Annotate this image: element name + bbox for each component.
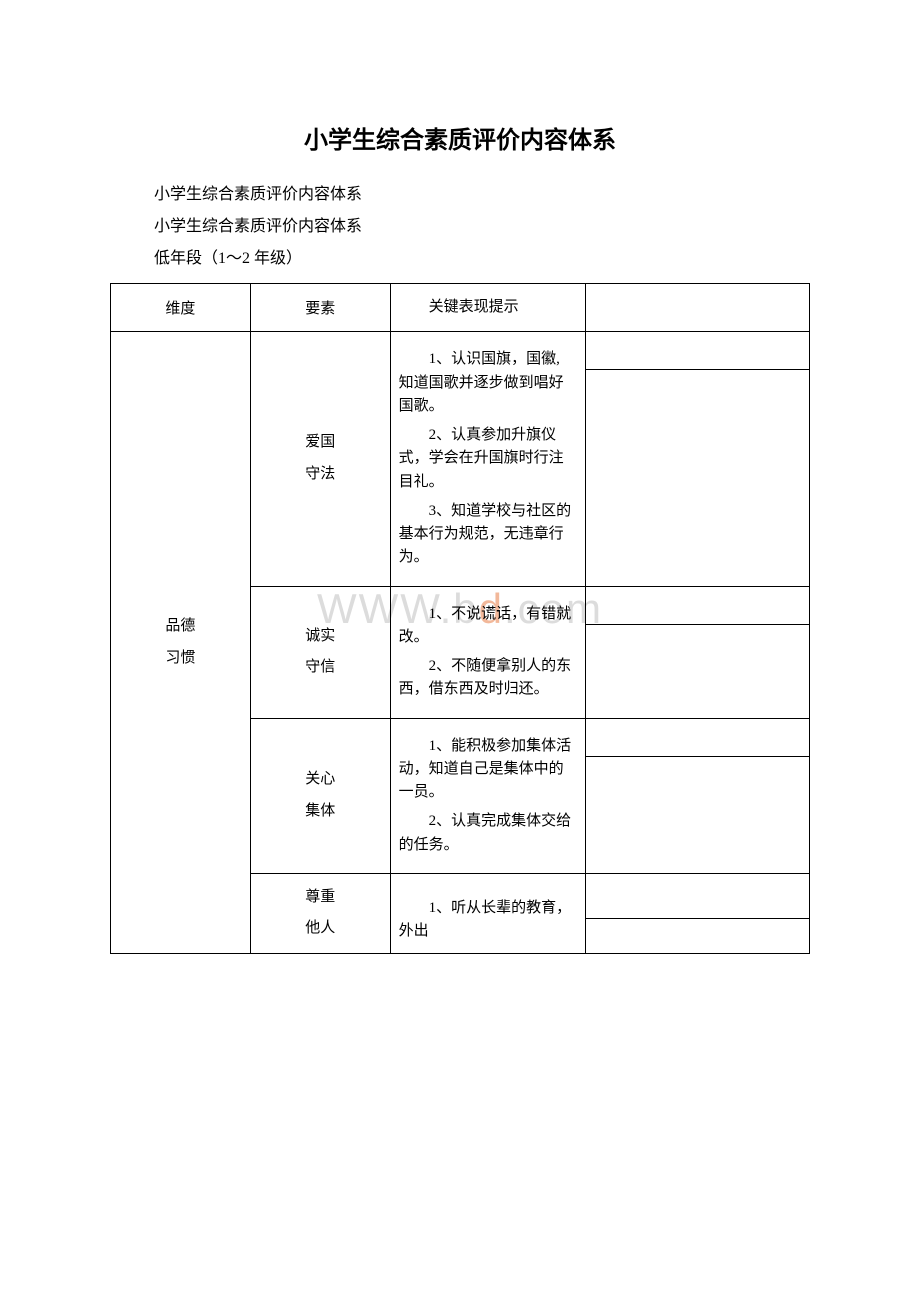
element-cell: 关心 集体 — [250, 718, 390, 873]
blank-cell — [586, 586, 810, 624]
element-line1: 尊重 — [257, 882, 384, 914]
blank-cell — [586, 332, 810, 370]
intro-section: 小学生综合素质评价内容体系 小学生综合素质评价内容体系 低年段（1～2 年级） — [110, 179, 810, 275]
element-line2: 守信 — [257, 652, 384, 684]
blank-cell — [586, 370, 810, 586]
dimension-line2: 习惯 — [117, 643, 244, 675]
element-line1: 关心 — [257, 764, 384, 796]
key-cell: 1、听从长辈的教育，外出 — [390, 873, 586, 953]
element-line2: 他人 — [257, 913, 384, 945]
key-para: 2、认真完成集体交给的任务。 — [399, 810, 578, 857]
element-line2: 守法 — [257, 459, 384, 491]
header-dimension: 维度 — [111, 284, 251, 332]
blank-cell — [586, 756, 810, 873]
key-cell: 1、不说谎话，有错就改。 2、不随便拿别人的东西，借东西及时归还。 — [390, 586, 586, 718]
key-cell: 1、认识国旗，国徽, 知道国歌并逐步做到唱好国歌。 2、认真参加升旗仪式，学会在… — [390, 332, 586, 586]
dimension-line1: 品德 — [117, 611, 244, 643]
header-element: 要素 — [250, 284, 390, 332]
element-cell: 诚实 守信 — [250, 586, 390, 718]
blank-cell — [586, 873, 810, 918]
key-para: 2、认真参加升旗仪式，学会在升国旗时行注目礼。 — [399, 424, 578, 494]
header-key: 关键表现提示 — [390, 284, 586, 332]
page-title: 小学生综合素质评价内容体系 — [110, 120, 810, 155]
table-header-row: 维度 要素 关键表现提示 — [111, 284, 810, 332]
intro-line-2: 小学生综合素质评价内容体系 — [122, 211, 810, 243]
intro-line-3: 低年段（1～2 年级） — [122, 243, 810, 275]
element-line2: 集体 — [257, 796, 384, 828]
key-para: 3、知道学校与社区的基本行为规范，无违章行为。 — [399, 500, 578, 570]
dimension-cell: 品德 习惯 — [111, 332, 251, 954]
evaluation-table: 维度 要素 关键表现提示 品德 习惯 爱国 守法 1、认识国旗，国徽, 知道国歌… — [110, 283, 810, 954]
key-para: 1、能积极参加集体活动，知道自己是集体中的一员。 — [399, 735, 578, 805]
blank-cell — [586, 918, 810, 953]
element-cell: 爱国 守法 — [250, 332, 390, 586]
blank-cell — [586, 624, 810, 718]
intro-line-1: 小学生综合素质评价内容体系 — [122, 179, 810, 211]
key-para: 1、认识国旗，国徽, 知道国歌并逐步做到唱好国歌。 — [399, 348, 578, 418]
key-para: 1、不说谎话，有错就改。 — [399, 603, 578, 650]
blank-cell — [586, 718, 810, 756]
element-cell: 尊重 他人 — [250, 873, 390, 953]
header-blank — [586, 284, 810, 332]
table-row: 品德 习惯 爱国 守法 1、认识国旗，国徽, 知道国歌并逐步做到唱好国歌。 2、… — [111, 332, 810, 370]
element-line1: 爱国 — [257, 427, 384, 459]
key-cell: 1、能积极参加集体活动，知道自己是集体中的一员。 2、认真完成集体交给的任务。 — [390, 718, 586, 873]
header-key-text: 关键表现提示 — [399, 296, 578, 319]
key-para: 1、听从长辈的教育，外出 — [399, 897, 578, 944]
element-line1: 诚实 — [257, 621, 384, 653]
key-para: 2、不随便拿别人的东西，借东西及时归还。 — [399, 655, 578, 702]
